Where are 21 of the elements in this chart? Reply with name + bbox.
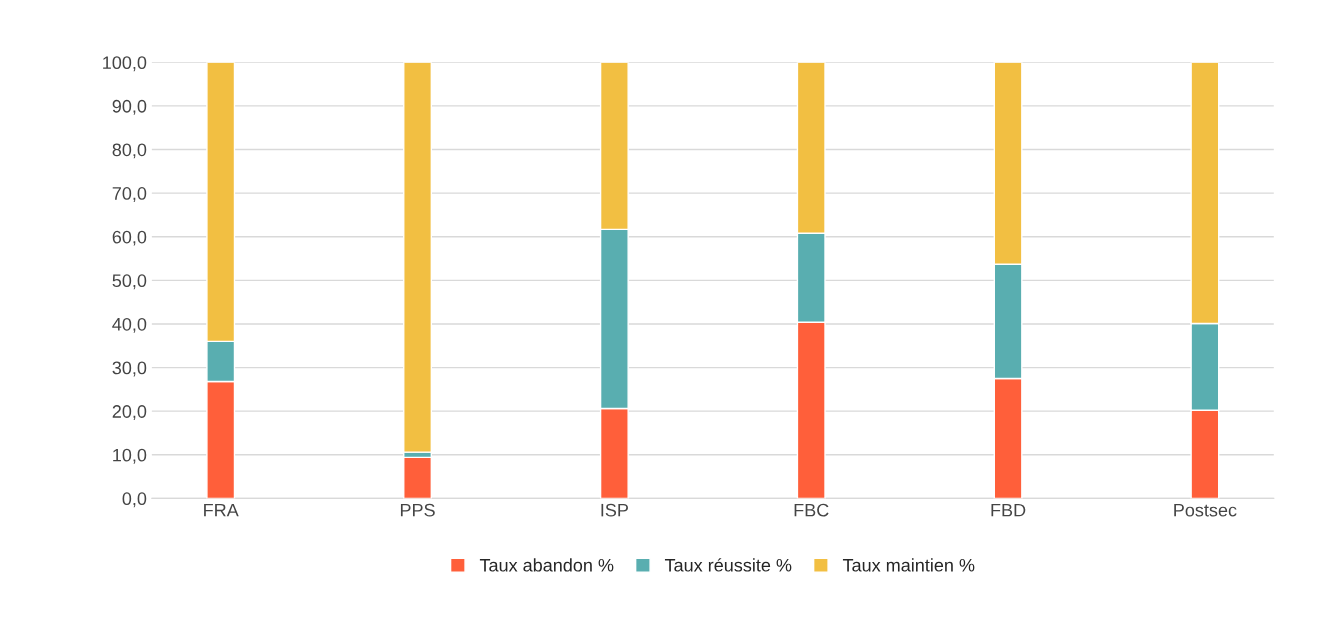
y-tick-label: 100,0 bbox=[103, 56, 147, 72]
legend-label: Taux réussite % bbox=[664, 558, 792, 572]
x-tick-label: FBC bbox=[794, 503, 829, 517]
y-tick-label: 70,0 bbox=[112, 187, 147, 202]
legend-label: Taux maintien % bbox=[842, 558, 975, 572]
x-tick-label: FRA bbox=[204, 503, 239, 517]
y-tick-label: 50,0 bbox=[112, 274, 147, 290]
y-tick-label: 80,0 bbox=[112, 143, 147, 159]
y-tick-label: 10,0 bbox=[113, 448, 147, 464]
x-tick-label: Postsec bbox=[1174, 503, 1237, 517]
y-tick-label: 30,0 bbox=[112, 361, 147, 377]
y-tick-label: 90,0 bbox=[112, 99, 147, 115]
y-tick-label: 20,0 bbox=[112, 405, 147, 421]
x-tick-label: ISP bbox=[601, 503, 628, 517]
bar bbox=[403, 456, 433, 499]
y-tick-label: 0,0 bbox=[122, 492, 147, 508]
y-tick-label: 60,0 bbox=[112, 230, 147, 246]
x-tick-label: PPS bbox=[400, 503, 435, 517]
y-tick-label: 40,0 bbox=[112, 317, 147, 333]
legend-label: Taux abandon % bbox=[479, 558, 614, 572]
x-tick-label: FBD bbox=[991, 503, 1026, 517]
